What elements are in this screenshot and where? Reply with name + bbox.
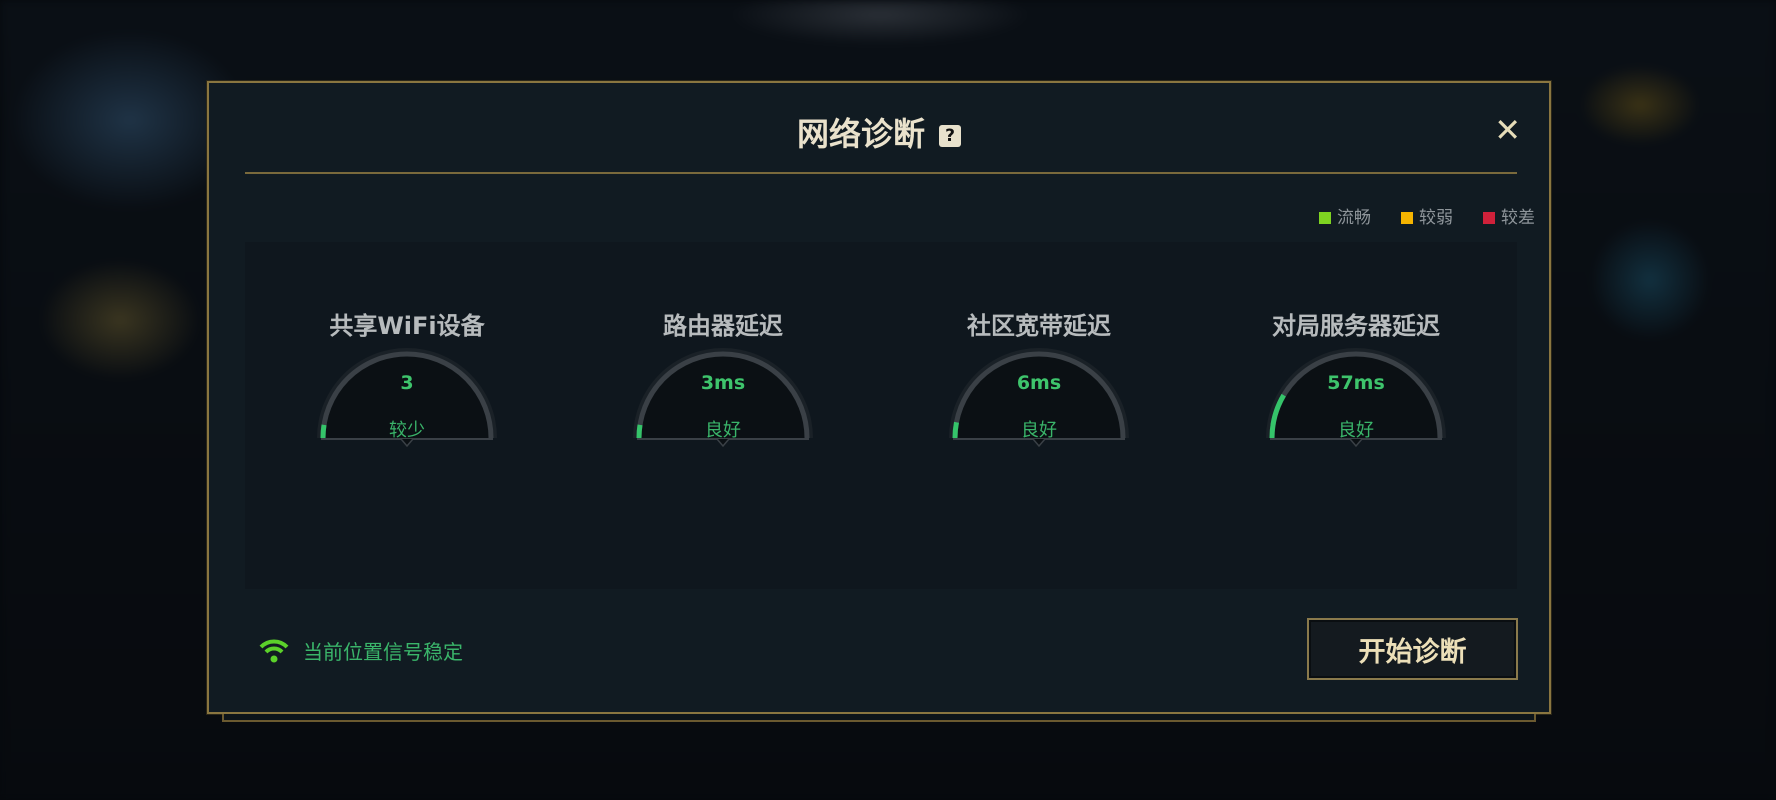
gauge-track [320,351,494,439]
start-diagnosis-button[interactable]: 开始诊断 [1307,618,1518,680]
gauge-face [639,354,807,438]
gauge [317,348,497,448]
gauge [1266,348,1446,448]
metric-value: 3ms [700,372,746,394]
signal-status: 当前位置信号稳定 [259,636,463,665]
gauge-face [955,354,1123,438]
metric-status: 良好 [1338,420,1374,441]
gauge-fill [952,421,959,439]
metric-value: 6ms [1016,372,1062,394]
gauge-track [952,351,1126,439]
gauge-face [1272,354,1440,438]
wifi-icon [259,639,289,662]
metrics-panel: 共享WiFi设备 3 较少 路由器延迟 3ms 良好 社区宽带延迟 6ms 良好… [245,242,1517,589]
close-button[interactable]: ✕ [1494,111,1521,149]
legend-item-smooth: 流畅 [1319,203,1371,228]
gauge-pointer [400,438,414,448]
legend: 流畅 较弱 较差 [1319,203,1535,228]
gauge [949,348,1129,448]
gauge-pointer [716,438,730,448]
metric-status: 良好 [705,420,741,441]
metric-status: 较少 [389,420,425,441]
network-diagnosis-dialog: 网络诊断? ✕ 流畅 较弱 较差 共享WiFi设备 3 较少 路由器延迟 3ms… [207,81,1551,714]
dialog-bottom-ledge [222,714,1536,722]
legend-item-poor: 较差 [1483,203,1535,228]
gauge-pointer [1349,438,1363,448]
signal-text: 当前位置信号稳定 [303,640,463,664]
gauge-fill [636,424,643,439]
gauge [633,348,813,448]
metric-title: 对局服务器延迟 [1272,312,1440,340]
title-divider [245,172,1517,174]
gauge-pointer [1032,438,1046,448]
metric-title: 路由器延迟 [663,312,783,340]
dialog-title: 网络诊断? [209,109,1549,155]
legend-swatch [1483,212,1495,224]
gauge-fill [320,424,327,439]
legend-swatch [1319,212,1331,224]
legend-swatch [1401,212,1413,224]
gauge-track [636,351,810,439]
help-icon[interactable]: ? [939,125,961,147]
metric-value: 57ms [1327,372,1385,394]
gauge-fill [1269,393,1286,439]
metric-title: 社区宽带延迟 [967,312,1111,340]
metric-title: 共享WiFi设备 [329,312,485,340]
gauge-face [323,354,491,438]
metric-value: 3 [400,372,414,394]
metric-status: 良好 [1021,420,1057,441]
legend-item-weak: 较弱 [1401,203,1453,228]
